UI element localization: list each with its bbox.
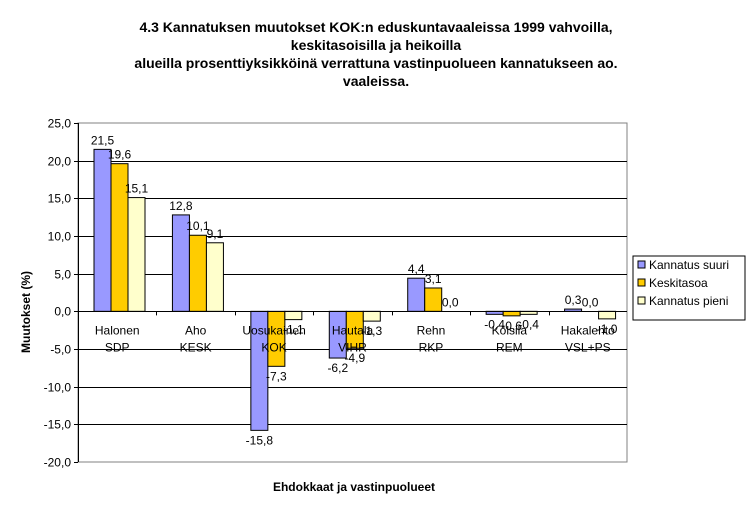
data-label: 9,1 <box>207 227 224 241</box>
data-label: 15,1 <box>125 182 149 196</box>
y-tick-label: 0,0 <box>54 305 71 319</box>
legend-label: Kannatus suuri <box>649 258 729 272</box>
y-tick-label: 5,0 <box>54 268 71 282</box>
x-tick-label: VSL+PS <box>565 340 611 354</box>
legend-label: Kannatus pieni <box>649 294 728 308</box>
data-label: -6,2 <box>327 361 348 375</box>
data-label: -0,6 <box>501 319 522 333</box>
legend-label: Keskitasoa <box>649 276 708 290</box>
y-tick-label: 25,0 <box>48 117 72 131</box>
x-tick-label: Rehn <box>417 323 446 337</box>
bar <box>407 277 426 312</box>
x-tick-label: KOK <box>261 340 286 354</box>
plot-area <box>77 122 628 463</box>
chart-title-line: 4.3 Kannatuksen muutokset KOK:n eduskunt… <box>139 19 613 35</box>
gridlines <box>77 122 628 463</box>
bar <box>93 148 112 312</box>
x-tick-label: KESK <box>180 340 212 354</box>
legend: Kannatus suuri Keskitasoa Kannatus pieni <box>632 255 746 321</box>
x-tick-label: RKP <box>419 340 444 354</box>
data-label: 4,4 <box>408 262 425 276</box>
chart-title-line: alueilla prosenttiyksikköinä verrattuna … <box>134 55 618 71</box>
legend-swatch <box>637 278 646 287</box>
bar <box>267 310 286 367</box>
x-tick-label: Halonen <box>95 323 140 337</box>
y-tick-label: 15,0 <box>48 192 72 206</box>
data-label: -0,4 <box>484 317 505 331</box>
data-label: 19,6 <box>108 148 132 162</box>
data-label: -1,1 <box>283 323 304 337</box>
y-axis-label: Muutokset (%) <box>19 271 33 353</box>
data-label: 12,8 <box>169 199 193 213</box>
legend-swatch <box>637 296 646 305</box>
x-tick-label: Hakalehto <box>561 323 615 337</box>
y-tick-label: -20,0 <box>44 456 72 470</box>
data-label: -0,4 <box>518 317 539 331</box>
x-tick-label: SDP <box>105 340 130 354</box>
legend-box <box>632 255 746 321</box>
y-tick-label: -5,0 <box>50 343 71 357</box>
bar <box>284 310 303 321</box>
data-label: 0,0 <box>582 295 599 309</box>
x-axis-label: Ehdokkaat ja vastinpuolueet <box>273 480 435 494</box>
bar <box>564 308 583 312</box>
data-label: -1,3 <box>361 324 382 338</box>
y-tick-label: -15,0 <box>44 418 72 432</box>
data-label: 0,3 <box>565 293 582 307</box>
data-label: -4,9 <box>344 351 365 365</box>
axes: -20,0 -15,0 -10,0 -5,0 0,0 5,0 10,0 15,0 20,0 25,… <box>44 117 627 470</box>
bar <box>362 310 381 322</box>
chart-title-line: keskitasoisilla ja heikoilla <box>290 37 462 53</box>
data-label: -7,3 <box>266 369 287 383</box>
data-label: 10,1 <box>186 219 210 233</box>
y-tick-label: 20,0 <box>48 155 72 169</box>
chart-title: 4.3 Kannatuksen muutokset KOK:n eduskunt… <box>0 18 752 90</box>
bar <box>598 310 617 320</box>
bar <box>205 242 224 312</box>
x-tick-label: REM <box>496 340 523 354</box>
y-tick-label: 10,0 <box>48 230 72 244</box>
x-tick-label: Aho <box>185 323 207 337</box>
bar <box>424 287 443 312</box>
legend-swatch <box>637 260 646 269</box>
x-tick-label: Uosukainen <box>242 323 305 337</box>
bar <box>502 310 521 317</box>
x-tick-label: VIHR <box>338 340 367 354</box>
bar <box>188 234 207 312</box>
data-label: -1,0 <box>597 322 618 336</box>
bar <box>127 197 146 312</box>
data-label: 3,1 <box>425 272 442 286</box>
data-label: -15,8 <box>246 433 274 447</box>
x-tick-label: Hautala <box>332 323 374 337</box>
chart-title-line: vaaleissa. <box>342 73 410 89</box>
y-tick-label: -10,0 <box>44 381 72 395</box>
data-labels: 21,519,6 15,1 12,8 10,19,1 -15,8 -7,3 -1,1 -6,2… <box>91 133 618 447</box>
x-tick-label: Kolsila <box>492 323 528 337</box>
data-label: 0,0 <box>442 295 459 309</box>
data-label: 21,5 <box>91 133 115 147</box>
